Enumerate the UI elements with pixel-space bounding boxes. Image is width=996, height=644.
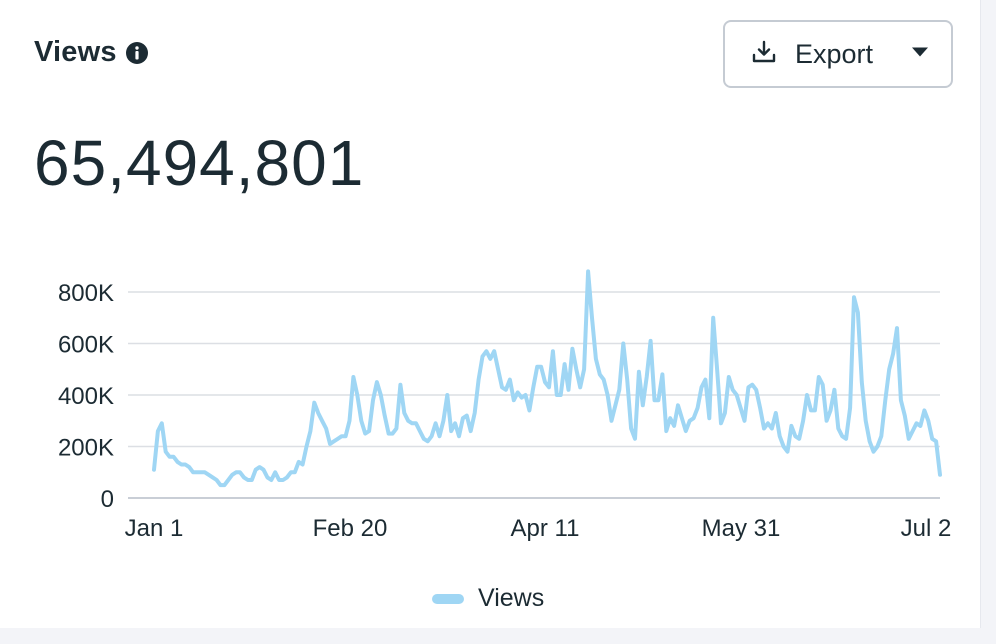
x-tick-label: Apr 11 (511, 515, 580, 542)
views-card: Views Export 65,494,801 0 200K 400K 60 (0, 0, 981, 628)
card-header: Views (34, 36, 149, 69)
export-label: Export (795, 38, 874, 69)
y-tick-label: 200K (58, 435, 114, 462)
x-tick-label: Feb 20 (313, 515, 388, 542)
x-tick-label: Jan 1 (125, 515, 184, 542)
download-icon (751, 39, 777, 70)
legend-swatch (432, 593, 464, 604)
card-title: Views (34, 36, 117, 68)
legend-label: Views (478, 584, 545, 612)
total-views-value: 65,494,801 (34, 127, 365, 199)
export-button[interactable]: Export (723, 20, 953, 88)
views-line-chart: 0 200K 400K 600K 800K Jan 1 Feb 20 Apr 11 May 3… (58, 269, 952, 542)
y-tick-label: 400K (58, 383, 114, 410)
x-tick-label: May 31 (702, 515, 781, 542)
y-tick-label: 0 (101, 486, 114, 513)
info-circle-icon[interactable] (125, 41, 149, 65)
legend-item-views[interactable]: Views (432, 584, 544, 613)
series-line-views (152, 269, 942, 488)
x-tick-label: Jul 2 (901, 515, 952, 542)
y-tick-label: 600K (58, 332, 114, 359)
y-axis-ticks: 0 200K 400K 600K 800K (58, 280, 114, 513)
y-tick-label: 800K (58, 280, 114, 307)
caret-down-icon (911, 45, 929, 63)
x-axis-ticks: Jan 1 Feb 20 Apr 11 May 31 Jul 2 (125, 515, 952, 542)
